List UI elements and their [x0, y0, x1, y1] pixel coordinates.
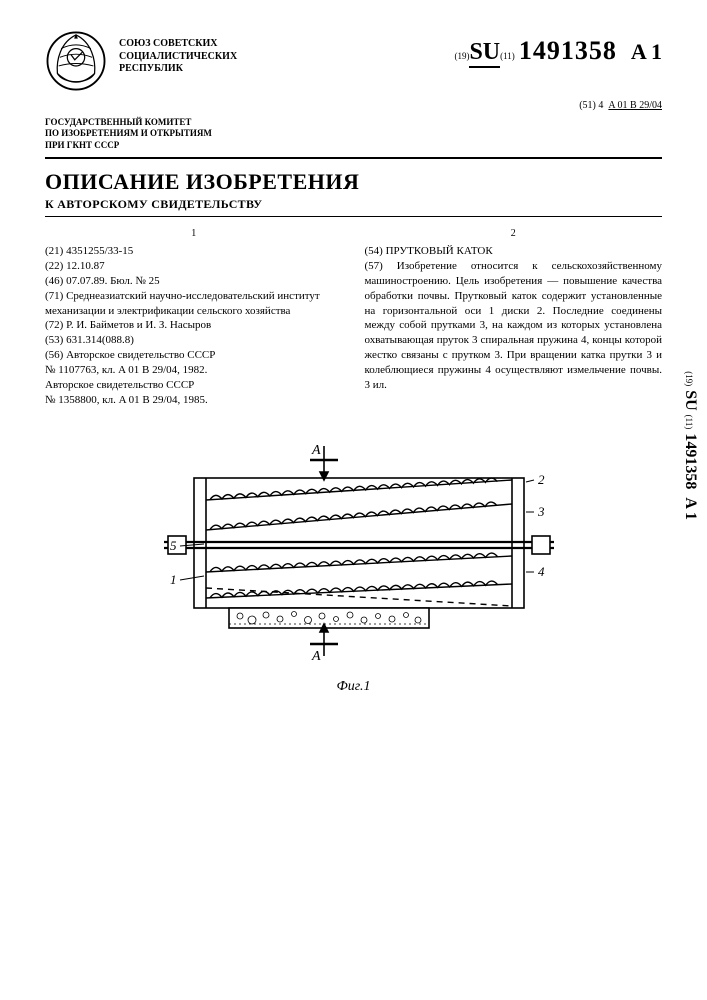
- callout-1: 1: [170, 572, 177, 587]
- section-label-a-top: А: [311, 443, 321, 458]
- callout-3: 3: [537, 504, 545, 519]
- figure-caption: Фиг.1: [134, 679, 574, 695]
- invention-title: (54) ПРУТКОВЫЙ КАТОК: [365, 244, 663, 259]
- document-subtitle: К АВТОРСКОМУ СВИДЕТЕЛЬСТВУ: [45, 197, 662, 212]
- classification: (51) 4 A 01 B 29/04: [45, 100, 662, 111]
- state-emblem-icon: [45, 30, 107, 92]
- divider-thin: [45, 216, 662, 217]
- bibliographic-left: (21) 4351255/33-15 (22) 12.10.87 (46) 07…: [45, 244, 343, 407]
- column-number-right: 2: [365, 227, 663, 241]
- side-publication-code: (19) SU (11) 1491358 A 1: [681, 371, 699, 520]
- union-name: СОЮЗ СОВЕТСКИХ СОЦИАЛИСТИЧЕСКИХ РЕСПУБЛИ…: [119, 38, 249, 76]
- callout-2: 2: [538, 472, 545, 487]
- callout-5: 5: [170, 538, 177, 553]
- abstract-text: (57) Изобретение относится к сельскохозя…: [365, 259, 663, 393]
- callout-4: 4: [538, 564, 545, 579]
- divider-thick: [45, 157, 662, 159]
- document-title: ОПИСАНИЕ ИЗОБРЕТЕНИЯ: [45, 169, 662, 195]
- publication-number: (19)SU(11) 1491358 A 1: [249, 36, 662, 66]
- section-label-a-bottom: А: [311, 649, 321, 664]
- committee-name: ГОСУДАРСТВЕННЫЙ КОМИТЕТ ПО ИЗОБРЕТЕНИЯМ …: [45, 117, 662, 151]
- figure-1-drawing: А: [134, 438, 574, 668]
- column-number-left: 1: [45, 227, 343, 241]
